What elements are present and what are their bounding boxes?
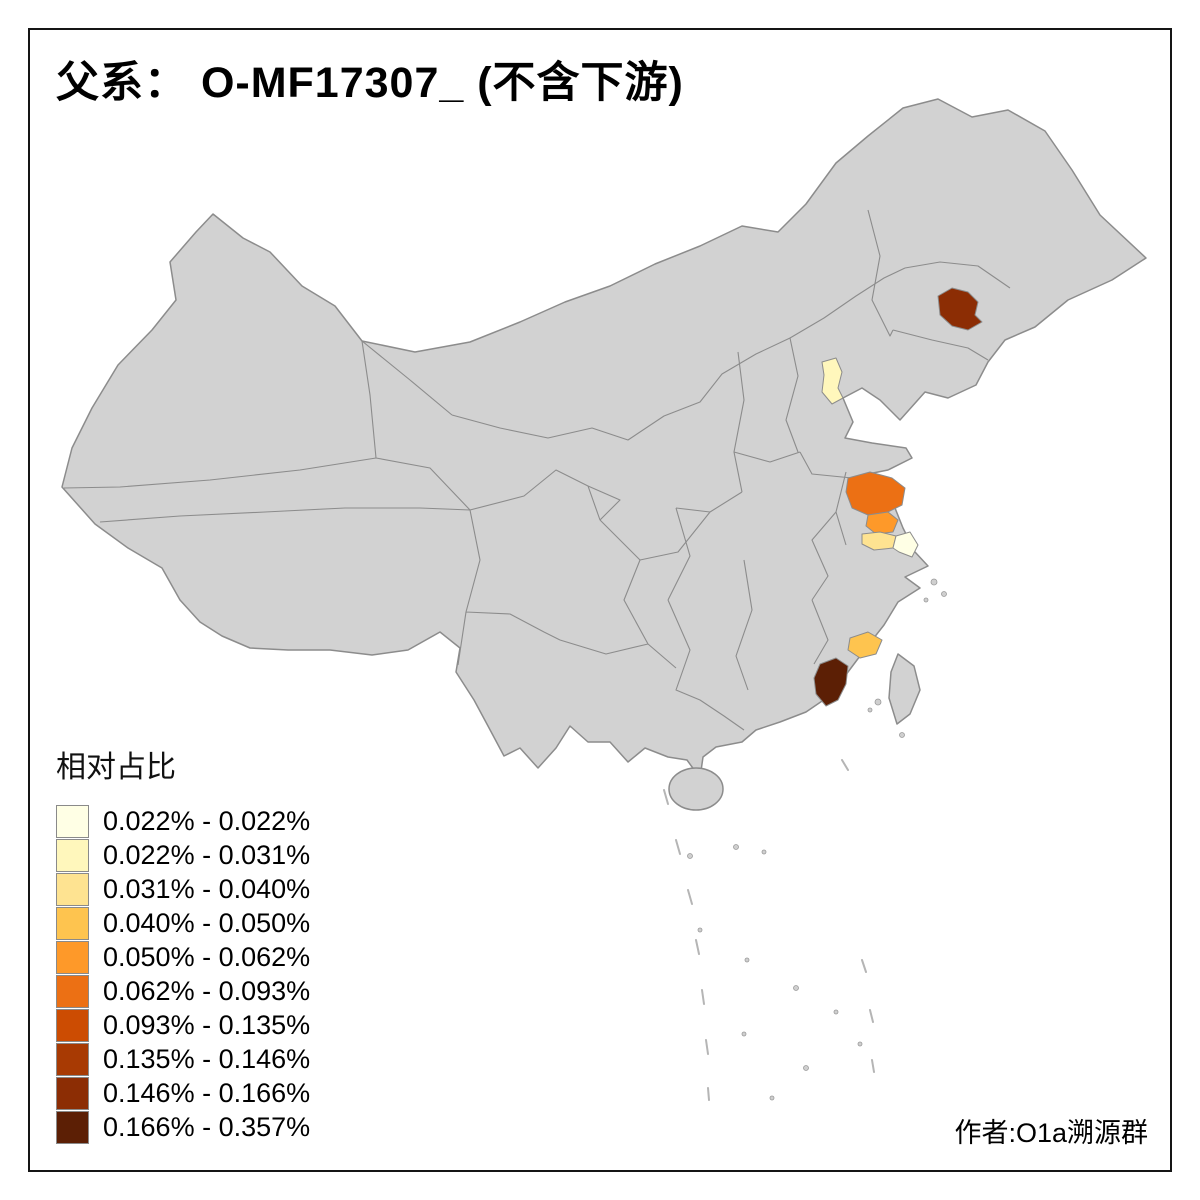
legend-item: 0.022% - 0.031% xyxy=(56,838,310,872)
highlight-coastal-fujian xyxy=(847,631,883,659)
highlight-jiangsu-coast xyxy=(892,531,919,558)
legend: 相对占比 0.022% - 0.022% 0.022% - 0.031% 0.0… xyxy=(56,742,310,1144)
legend-swatch xyxy=(56,906,89,940)
legend-item: 0.135% - 0.146% xyxy=(56,1042,310,1076)
legend-swatch xyxy=(56,1042,89,1076)
legend-item: 0.062% - 0.093% xyxy=(56,974,310,1008)
highlight-tianjin xyxy=(821,357,844,405)
legend-swatch xyxy=(56,974,89,1008)
legend-item: 0.166% - 0.357% xyxy=(56,1110,310,1144)
legend-label: 0.022% - 0.031% xyxy=(103,839,311,870)
hainan-island xyxy=(668,767,724,811)
highlight-south-fujian xyxy=(813,657,849,707)
legend-label: 0.040% - 0.050% xyxy=(103,907,311,938)
legend-swatch xyxy=(56,1008,89,1042)
legend-swatch xyxy=(56,804,89,838)
legend-swatch xyxy=(56,1076,89,1110)
small-islets xyxy=(687,578,947,1101)
legend-swatch xyxy=(56,1110,89,1144)
mainland-china-shape xyxy=(61,98,1147,779)
legend-item: 0.146% - 0.166% xyxy=(56,1076,310,1110)
legend-title: 相对占比 xyxy=(56,751,176,784)
legend-label: 0.031% - 0.040% xyxy=(103,873,311,904)
taiwan-island xyxy=(888,653,921,725)
highlight-north-jiangsu xyxy=(845,471,906,516)
legend-item: 0.093% - 0.135% xyxy=(56,1008,310,1042)
legend-label: 0.093% - 0.135% xyxy=(103,1009,311,1040)
legend-label: 0.062% - 0.093% xyxy=(103,975,311,1006)
legend-item: 0.040% - 0.050% xyxy=(56,906,310,940)
south-china-sea-dashes xyxy=(663,759,875,1101)
legend-label: 0.050% - 0.062% xyxy=(103,941,311,972)
legend-item: 0.031% - 0.040% xyxy=(56,872,310,906)
author-credit: 作者:O1a溯源群 xyxy=(954,1118,1148,1148)
legend-item: 0.022% - 0.022% xyxy=(56,804,310,838)
legend-item: 0.050% - 0.062% xyxy=(56,940,310,974)
highlight-mid-jiangsu xyxy=(865,511,899,535)
legend-swatch xyxy=(56,872,89,906)
legend-swatch xyxy=(56,940,89,974)
islands-group xyxy=(668,653,921,811)
legend-label: 0.022% - 0.022% xyxy=(103,805,311,836)
province-borders xyxy=(63,209,1011,731)
legend-swatch xyxy=(56,838,89,872)
legend-label: 0.166% - 0.357% xyxy=(103,1111,311,1142)
map-title: 父系： O-MF17307_ (不含下游) xyxy=(56,59,684,107)
highlight-northeast-jilin xyxy=(937,287,983,331)
legend-label: 0.135% - 0.146% xyxy=(103,1043,311,1074)
legend-label: 0.146% - 0.166% xyxy=(103,1077,311,1108)
